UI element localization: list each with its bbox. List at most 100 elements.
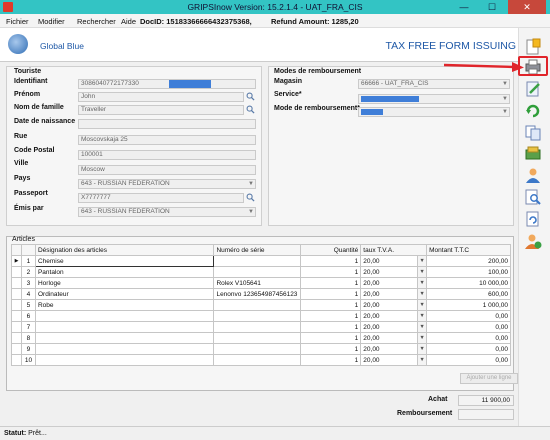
- cell-quantite[interactable]: 1: [300, 299, 362, 311]
- document-refresh-icon[interactable]: [524, 210, 542, 228]
- cell-quantite[interactable]: 1: [300, 321, 362, 333]
- cell-montant[interactable]: 0,00: [426, 310, 511, 322]
- cell-numero-serie[interactable]: Rolex V105641: [213, 277, 302, 289]
- service-select[interactable]: ▼: [358, 94, 510, 104]
- maximize-button[interactable]: ☐: [487, 2, 497, 12]
- magasin-select[interactable]: 66666 - UAT_FRA_CIS ▼: [358, 79, 510, 89]
- money-icon[interactable]: [524, 144, 542, 162]
- cell-quantite[interactable]: 1: [300, 277, 362, 289]
- col-montant[interactable]: Montant T.T.C: [426, 244, 511, 256]
- copy-icon[interactable]: [524, 124, 542, 142]
- minimize-button[interactable]: —: [459, 2, 469, 12]
- prenom-field[interactable]: John: [78, 92, 244, 102]
- menu-aide[interactable]: Aide: [121, 17, 137, 26]
- table-row[interactable]: 6 1 20,00 ▼ 0,00: [11, 310, 511, 322]
- cell-taux-tva[interactable]: 20,00 ▼: [360, 343, 428, 355]
- print-icon[interactable]: [524, 58, 542, 76]
- cell-montant[interactable]: 0,00: [426, 332, 511, 344]
- table-row[interactable]: 4 Ordinateur Lenonvo 123654987456123 1 20,00…: [11, 288, 511, 300]
- table-row[interactable]: 9 1 20,00 ▼ 0,00: [11, 343, 511, 355]
- refresh-icon[interactable]: [524, 102, 542, 120]
- table-row[interactable]: 2 Pantalon 1 20,00 ▼ 100,00: [11, 266, 511, 278]
- cell-designation[interactable]: [34, 343, 215, 355]
- chevron-down-icon[interactable]: ▼: [417, 333, 426, 343]
- col-designation[interactable]: Désignation des articles: [34, 244, 215, 256]
- chevron-down-icon[interactable]: ▼: [417, 267, 426, 277]
- cell-numero-serie[interactable]: Lenonvo 123654987456123: [213, 288, 302, 300]
- cell-quantite[interactable]: 1: [300, 255, 362, 267]
- search-document-icon[interactable]: [524, 188, 542, 206]
- col-numero-serie[interactable]: Numéro de série: [213, 244, 302, 256]
- rue-field[interactable]: Moscovskaja 25: [78, 135, 256, 145]
- cell-taux-tva[interactable]: 20,00 ▼: [360, 321, 428, 333]
- search-icon[interactable]: [246, 105, 255, 114]
- cell-numero-serie[interactable]: [213, 255, 302, 267]
- cell-taux-tva[interactable]: 20,00 ▼: [360, 299, 428, 311]
- cell-designation[interactable]: [34, 354, 215, 366]
- cell-numero-serie[interactable]: [213, 321, 302, 333]
- table-row[interactable]: 3 Horloge Rolex V105641 1 20,00 ▼ 10 000,00: [11, 277, 511, 289]
- cell-taux-tva[interactable]: 20,00 ▼: [360, 310, 428, 322]
- cell-montant[interactable]: 600,00: [426, 288, 511, 300]
- nom-field[interactable]: Traveller: [78, 105, 244, 115]
- cell-designation[interactable]: [34, 310, 215, 322]
- add-line-button[interactable]: Ajouter une ligne: [460, 373, 518, 384]
- mode-remboursement-select[interactable]: ▼: [358, 107, 510, 117]
- chevron-down-icon[interactable]: ▼: [417, 256, 426, 266]
- chevron-down-icon[interactable]: ▼: [417, 300, 426, 310]
- cell-numero-serie[interactable]: [213, 343, 302, 355]
- cell-montant[interactable]: 0,00: [426, 343, 511, 355]
- cell-montant[interactable]: 1 000,00: [426, 299, 511, 311]
- menu-fichier[interactable]: Fichier: [6, 17, 29, 26]
- cell-quantite[interactable]: 1: [300, 266, 362, 278]
- cell-designation[interactable]: Horloge: [34, 277, 215, 289]
- passeport-field[interactable]: X7777777: [78, 193, 244, 203]
- cell-designation[interactable]: Chemise: [34, 255, 215, 267]
- pays-select[interactable]: 643 - RUSSIAN FEDERATION ▼: [78, 179, 256, 189]
- cell-quantite[interactable]: 1: [300, 332, 362, 344]
- cell-numero-serie[interactable]: [213, 266, 302, 278]
- cell-numero-serie[interactable]: [213, 310, 302, 322]
- emis-par-select[interactable]: 643 - RUSSIAN FEDERATION ▼: [78, 207, 256, 217]
- new-form-icon[interactable]: [524, 38, 542, 56]
- cell-quantite[interactable]: 1: [300, 288, 362, 300]
- table-row[interactable]: 5 Robe 1 20,00 ▼ 1 000,00: [11, 299, 511, 311]
- cell-quantite[interactable]: 1: [300, 310, 362, 322]
- edit-icon[interactable]: [524, 80, 542, 98]
- col-quantite[interactable]: Quantité: [300, 244, 362, 256]
- table-row[interactable]: 10 1 20,00 ▼ 0,00: [11, 354, 511, 366]
- cell-numero-serie[interactable]: [213, 354, 302, 366]
- cell-designation[interactable]: [34, 332, 215, 344]
- cell-quantite[interactable]: 1: [300, 343, 362, 355]
- date-naissance-field[interactable]: [78, 119, 256, 129]
- search-icon[interactable]: [246, 92, 255, 101]
- cell-montant[interactable]: 100,00: [426, 266, 511, 278]
- cell-designation[interactable]: Robe: [34, 299, 215, 311]
- cell-montant[interactable]: 0,00: [426, 321, 511, 333]
- cell-designation[interactable]: Pantalon: [34, 266, 215, 278]
- cell-montant[interactable]: 200,00: [426, 255, 511, 267]
- cell-numero-serie[interactable]: [213, 299, 302, 311]
- cell-designation[interactable]: Ordinateur: [34, 288, 215, 300]
- cell-taux-tva[interactable]: 20,00 ▼: [360, 255, 428, 267]
- cell-montant[interactable]: 0,00: [426, 354, 511, 366]
- chevron-down-icon[interactable]: ▼: [417, 322, 426, 332]
- user-icon[interactable]: [524, 166, 542, 184]
- search-icon[interactable]: [246, 193, 255, 202]
- cell-taux-tva[interactable]: 20,00 ▼: [360, 354, 428, 366]
- cell-quantite[interactable]: 1: [300, 354, 362, 366]
- table-row[interactable]: 7 1 20,00 ▼ 0,00: [11, 321, 511, 333]
- cell-designation[interactable]: [34, 321, 215, 333]
- identifiant-field[interactable]: 3086040772177330: [78, 79, 256, 89]
- cell-taux-tva[interactable]: 20,00 ▼: [360, 266, 428, 278]
- user-add-icon[interactable]: [524, 232, 542, 250]
- cell-montant[interactable]: 10 000,00: [426, 277, 511, 289]
- cell-taux-tva[interactable]: 20,00 ▼: [360, 277, 428, 289]
- cell-numero-serie[interactable]: [213, 332, 302, 344]
- chevron-down-icon[interactable]: ▼: [417, 278, 426, 288]
- menu-modifier[interactable]: Modifier: [38, 17, 65, 26]
- ville-field[interactable]: Moscow: [78, 165, 256, 175]
- chevron-down-icon[interactable]: ▼: [417, 355, 426, 365]
- code-postal-field[interactable]: 100001: [78, 150, 256, 160]
- chevron-down-icon[interactable]: ▼: [417, 289, 426, 299]
